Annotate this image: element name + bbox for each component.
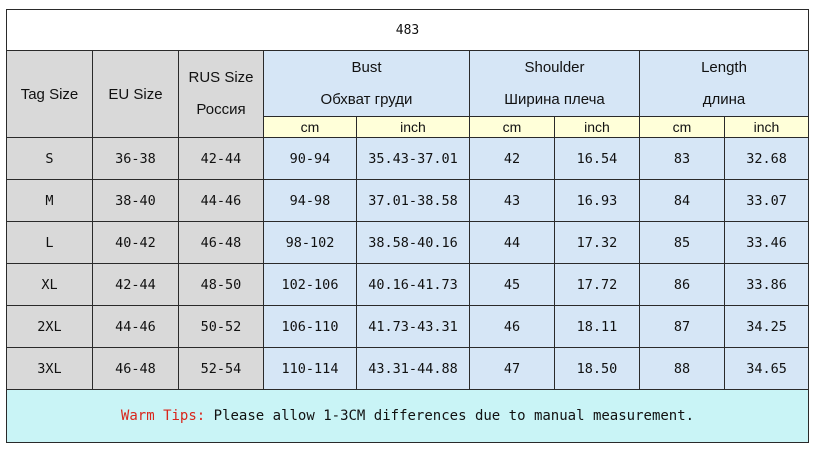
cell-length-inch: 33.86 [723, 263, 810, 306]
cell-eu: 44-46 [92, 305, 179, 348]
header-rus-size-ru: Россия [196, 101, 246, 118]
warm-tips: Warm Tips: Please allow 1-3CM difference… [5, 389, 810, 443]
cell-length-inch: 34.25 [723, 305, 810, 348]
cell-length-cm: 85 [639, 221, 725, 264]
table-row: M 38-40 44-46 94-98 37.01-38.58 43 16.93… [6, 179, 810, 222]
cell-shoulder-inch: 16.54 [554, 137, 640, 180]
header-bust-en: Bust [351, 58, 382, 76]
size-table: 483 Tag Size EU Size RUS Size Россия Bus… [5, 9, 810, 443]
header-bust: Bust Обхват груди [263, 50, 470, 117]
unit-bust-cm: cm [263, 116, 357, 138]
header-shoulder: Shoulder Ширина плеча [469, 50, 640, 117]
cell-eu: 40-42 [92, 221, 179, 264]
cell-rus: 46-48 [178, 221, 264, 264]
cell-length-inch: 34.65 [723, 347, 810, 390]
cell-shoulder-cm: 43 [469, 179, 555, 222]
cell-eu: 42-44 [92, 263, 179, 306]
cell-bust-inch: 37.01-38.58 [356, 179, 470, 222]
cell-shoulder-inch: 17.32 [554, 221, 640, 264]
unit-bust-inch: inch [356, 116, 470, 138]
cell-length-cm: 83 [639, 137, 725, 180]
cell-eu: 36-38 [92, 137, 179, 180]
cell-bust-inch: 38.58-40.16 [356, 221, 470, 264]
cell-rus: 48-50 [178, 263, 264, 306]
cell-tag: XL [6, 263, 93, 306]
header-length-ru: длина [702, 90, 746, 108]
table-row: 2XL 44-46 50-52 106-110 41.73-43.31 46 1… [6, 305, 810, 348]
table-row: 3XL 46-48 52-54 110-114 43.31-44.88 47 1… [6, 347, 810, 390]
cell-bust-cm: 102-106 [263, 263, 357, 306]
table-row: XL 42-44 48-50 102-106 40.16-41.73 45 17… [6, 263, 810, 306]
cell-tag: 2XL [6, 305, 93, 348]
cell-rus: 52-54 [178, 347, 264, 390]
table-row: L 40-42 46-48 98-102 38.58-40.16 44 17.3… [6, 221, 810, 264]
header-shoulder-en: Shoulder [524, 58, 585, 76]
cell-tag: M [6, 179, 93, 222]
size-chart: 483 Tag Size EU Size RUS Size Россия Bus… [5, 9, 810, 443]
cell-length-cm: 88 [639, 347, 725, 390]
cell-length-cm: 86 [639, 263, 725, 306]
cell-bust-cm: 98-102 [263, 221, 357, 264]
cell-bust-inch: 40.16-41.73 [356, 263, 470, 306]
unit-shoulder-inch: inch [554, 116, 640, 138]
cell-length-inch: 33.46 [723, 221, 810, 264]
cell-rus: 42-44 [178, 137, 264, 180]
cell-bust-cm: 90-94 [263, 137, 357, 180]
cell-tag: S [6, 137, 93, 180]
warm-tips-text: Please allow 1-3CM differences due to ma… [205, 408, 695, 424]
header-shoulder-ru: Ширина плеча [504, 90, 605, 108]
cell-shoulder-inch: 16.93 [554, 179, 640, 222]
cell-eu: 46-48 [92, 347, 179, 390]
header-length-en: Length [701, 58, 747, 76]
cell-length-cm: 87 [639, 305, 725, 348]
cell-tag: L [6, 221, 93, 264]
header-rus-size-en: RUS Size [188, 69, 254, 86]
cell-shoulder-cm: 42 [469, 137, 555, 180]
table-title: 483 [5, 9, 810, 51]
cell-shoulder-inch: 17.72 [554, 263, 640, 306]
cell-eu: 38-40 [92, 179, 179, 222]
cell-shoulder-inch: 18.11 [554, 305, 640, 348]
cell-shoulder-cm: 45 [469, 263, 555, 306]
cell-shoulder-inch: 18.50 [554, 347, 640, 390]
tips-row: Warm Tips: Please allow 1-3CM difference… [5, 389, 810, 443]
unit-length-inch: inch [723, 116, 810, 138]
cell-shoulder-cm: 44 [469, 221, 555, 264]
cell-bust-inch: 41.73-43.31 [356, 305, 470, 348]
unit-shoulder-cm: cm [469, 116, 555, 138]
cell-shoulder-cm: 47 [469, 347, 555, 390]
header-row: Tag Size EU Size RUS Size Россия Bust Об… [6, 50, 810, 138]
unit-row: cm inch cm inch cm inch [7, 116, 810, 138]
unit-length-cm: cm [639, 116, 725, 138]
cell-tag: 3XL [6, 347, 93, 390]
cell-length-inch: 33.07 [723, 179, 810, 222]
cell-bust-inch: 43.31-44.88 [356, 347, 470, 390]
cell-rus: 44-46 [178, 179, 264, 222]
cell-bust-cm: 110-114 [263, 347, 357, 390]
header-eu-size: EU Size [92, 50, 179, 138]
header-length: Length длина [638, 50, 810, 117]
cell-rus: 50-52 [178, 305, 264, 348]
header-tag-size: Tag Size [6, 50, 93, 138]
cell-bust-cm: 94-98 [263, 179, 357, 222]
cell-length-inch: 32.68 [723, 137, 810, 180]
cell-bust-cm: 106-110 [263, 305, 357, 348]
cell-bust-inch: 35.43-37.01 [356, 137, 470, 180]
cell-shoulder-cm: 46 [469, 305, 555, 348]
cell-length-cm: 84 [639, 179, 725, 222]
warm-tips-label: Warm Tips: [120, 408, 206, 424]
header-bust-ru: Обхват груди [320, 90, 413, 108]
header-rus-size: RUS Size Россия [178, 50, 264, 138]
table-row: S 36-38 42-44 90-94 35.43-37.01 42 16.54… [6, 137, 810, 180]
title-row: 483 [5, 9, 810, 51]
